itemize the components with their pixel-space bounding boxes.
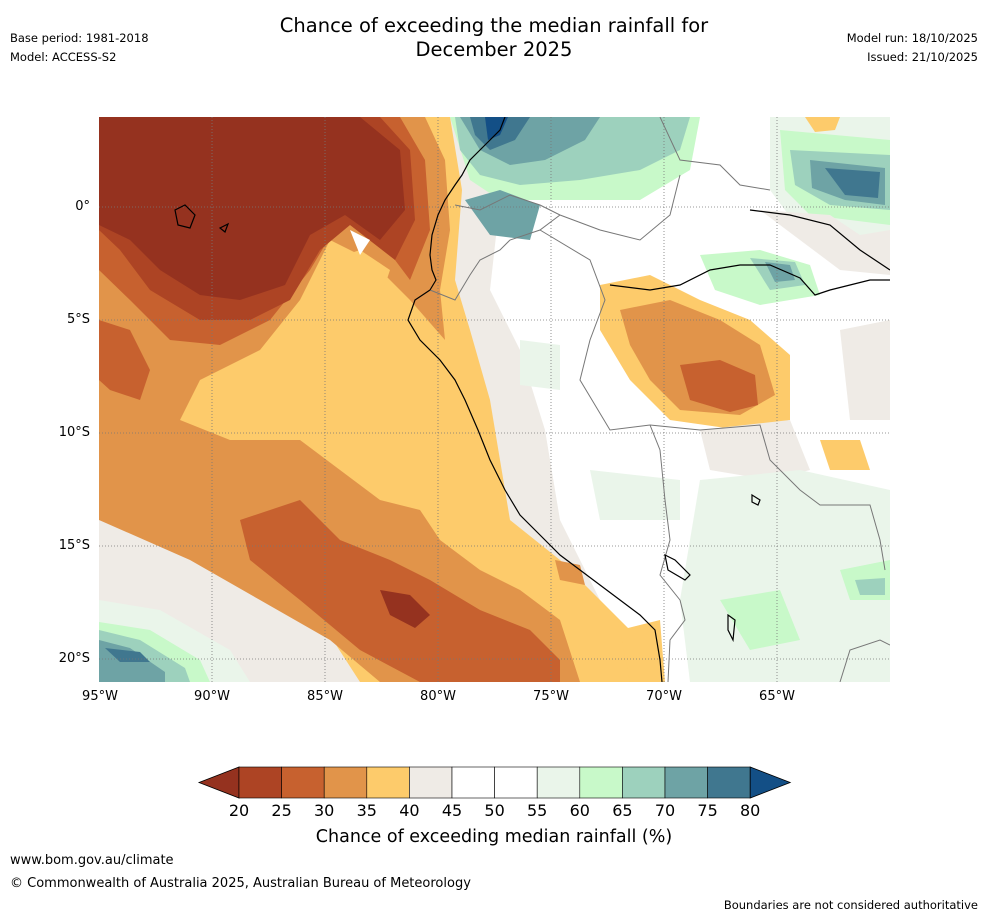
chaco-east-65: [855, 578, 885, 595]
colorbar-cell-70: [664, 766, 708, 799]
lat-label-15s: 15°S: [58, 538, 90, 553]
amazon-40: [760, 210, 890, 275]
colorbar-tick-45: 45: [441, 801, 463, 820]
model-name-text: Model: ACCESS-S2: [10, 50, 117, 64]
colorbar-tick-30: 30: [314, 801, 335, 820]
lat-label-5s: 5°S: [66, 312, 90, 327]
ocean-band-25-west: [99, 320, 150, 400]
border-colombia-venezuela: [659, 117, 771, 191]
lake-titicaca: [664, 553, 691, 581]
colorbar-cell-50: [494, 766, 538, 799]
base-period-text: Base period: 1981-2018: [10, 31, 149, 45]
map-title: Chance of exceeding the median rainfall …: [0, 14, 988, 62]
colorbar-tick-65: 65: [612, 801, 633, 820]
coast-colombia-pacific: [429, 117, 506, 291]
border-ecuador-peru: [429, 214, 561, 301]
colorbar-tick-25: 25: [271, 801, 292, 820]
colorbar-tick-75: 75: [697, 801, 718, 820]
chaco-60: [720, 590, 800, 650]
coast-dry-35: [620, 620, 665, 682]
lon-label-90w: 90°W: [194, 689, 230, 704]
colorbar-cells: [197, 766, 792, 799]
lat-label-0: 0°: [75, 199, 90, 214]
model-run-text: Model run: 18/10/2025: [846, 31, 978, 45]
map-title-line2: December 2025: [415, 38, 573, 61]
colorbar-title: Chance of exceeding median rainfall (%): [315, 827, 673, 847]
colorbar-cell-25: [281, 766, 325, 799]
colorbar-cell-55: [536, 766, 581, 799]
dry-pocket-35: [330, 250, 390, 300]
lon-label-85w: 85°W: [307, 689, 343, 704]
issued-date-text: Issued: 21/10/2025: [867, 50, 978, 64]
graticule: [99, 117, 890, 682]
colorbar-tick-80: 80: [740, 801, 761, 820]
lat-label-10s: 10°S: [58, 425, 90, 440]
peru-55: [590, 470, 680, 520]
border-peru-brazil: [539, 229, 651, 431]
lake-bolivia-2: [751, 493, 761, 506]
colombia-west-70: [465, 190, 540, 240]
se-pacific-75: [105, 648, 150, 662]
n-brazil-75: [825, 168, 880, 198]
lon-label-70w: 70°W: [646, 689, 682, 704]
coastlines: [174, 117, 890, 682]
border-paraguay: [839, 639, 890, 682]
wet-gap-north: [350, 230, 370, 255]
lon-label-95w: 95°W: [82, 689, 118, 704]
amazon-west-55: [520, 340, 560, 390]
lon-label-80w: 80°W: [420, 689, 456, 704]
ocean-band-15: [99, 117, 405, 300]
border-bolivia-brazil: [649, 424, 886, 571]
coast-venezuela-north: [749, 209, 890, 271]
border-peru-bolivia: [649, 424, 681, 601]
colorbar-tick-50: 50: [484, 801, 505, 820]
bolivia-40: [700, 420, 810, 480]
colorbar-tick-35: 35: [356, 801, 377, 820]
colorbar-tick-60: 60: [569, 801, 590, 820]
lake-bolivia-1: [727, 613, 736, 643]
lat-label-20s: 20°S: [58, 651, 90, 666]
colorbar-cell-45: [451, 766, 495, 799]
colorbar-tick-20: 20: [228, 801, 250, 820]
colorbar-tick-40: 40: [399, 801, 420, 820]
colorbar-cell-35: [366, 766, 410, 799]
ocean-band-15-south: [380, 590, 430, 628]
border-colombia-ecuador: [454, 194, 561, 216]
colorbar-extend-low: [197, 766, 240, 799]
colorbar-cell-60: [579, 766, 623, 799]
copyright-text: © Commonwealth of Australia 2025, Austra…: [10, 876, 471, 891]
country-borders: [429, 117, 890, 682]
interior-dry-25: [680, 360, 758, 412]
colorbar-cell-30: [323, 766, 368, 799]
colorbar-cell-40: [409, 766, 453, 799]
galapagos-santacruz: [218, 222, 230, 233]
colorbar-cell-65: [622, 766, 666, 799]
ocean-band-25-south: [240, 500, 560, 682]
amazon-70: [765, 262, 795, 282]
colorbar-cell-75: [707, 766, 751, 799]
chaco-55: [680, 470, 890, 682]
coast-ecuador-peru: [407, 289, 663, 682]
bolivia-dry-35: [820, 440, 870, 470]
lon-label-75w: 75°W: [533, 689, 569, 704]
colorbar-tick-55: 55: [527, 801, 548, 820]
coast-amazon-north: [609, 264, 890, 296]
border-colombia-brazil: [559, 174, 681, 241]
coast-dry-30: [555, 560, 585, 585]
n-brazil-dry-35: [805, 117, 840, 132]
disclaimer-text: Boundaries are not considered authoritat…: [723, 898, 978, 912]
border-bolivia-chile: [667, 599, 686, 682]
east-40: [840, 320, 890, 420]
map-plot-area: [99, 117, 890, 682]
galapagos-isabela: [174, 204, 196, 229]
colorbar-cell-20: [238, 766, 282, 799]
map-title-line1: Chance of exceeding the median rainfall …: [279, 14, 709, 37]
colorbar-extend-high: [749, 766, 792, 799]
website-link[interactable]: www.bom.gov.au/climate: [10, 853, 174, 868]
colorbar-tick-70: 70: [654, 801, 676, 820]
lon-label-65w: 65°W: [759, 689, 795, 704]
